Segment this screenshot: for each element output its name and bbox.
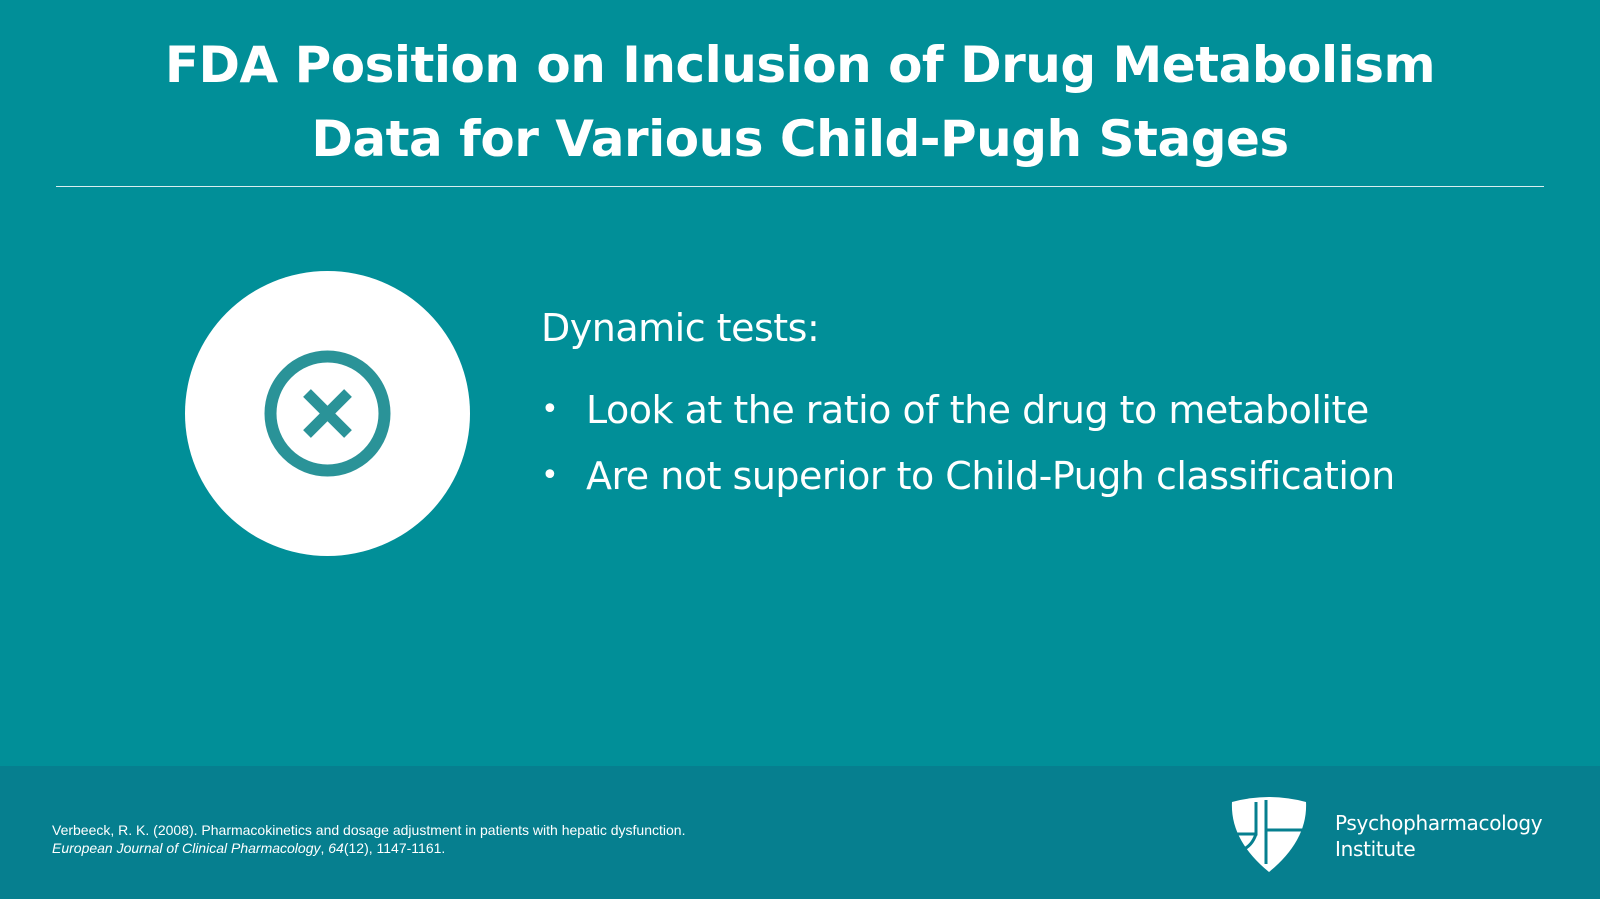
slide-title: FDA Position on Inclusion of Drug Metabo… [0, 28, 1600, 176]
bullet-text: Are not superior to Child-Pugh classific… [586, 454, 1395, 498]
citation-journal: European Journal of Clinical Pharmacolog… [52, 840, 321, 856]
shield-icon [1231, 797, 1307, 872]
citation-pages: (12), 1147-1161. [343, 840, 446, 856]
content-block: Dynamic tests: • Look at the ratio of th… [541, 300, 1541, 514]
content-heading: Dynamic tests: [541, 306, 820, 350]
bullet-item: • Are not superior to Child-Pugh classif… [541, 448, 1541, 504]
citation-line-1: Verbeeck, R. K. (2008). Pharmacokinetics… [52, 822, 686, 838]
bullet-item: • Look at the ratio of the drug to metab… [541, 382, 1541, 438]
title-line-1: FDA Position on Inclusion of Drug Metabo… [164, 36, 1436, 94]
title-divider [56, 186, 1544, 187]
citation: Verbeeck, R. K. (2008). Pharmacokinetics… [52, 821, 685, 857]
bullet-list: • Look at the ratio of the drug to metab… [541, 382, 1541, 504]
icon-circle [185, 271, 470, 556]
brand-name: Psychopharmacology Institute [1335, 810, 1543, 862]
bullet-dot: • [541, 458, 559, 493]
bullet-text: Look at the ratio of the drug to metabol… [586, 388, 1369, 432]
bullet-dot: • [541, 392, 559, 427]
citation-volume: 64 [328, 840, 344, 856]
title-line-2: Data for Various Child-Pugh Stages [311, 110, 1289, 168]
citation-line-2: European Journal of Clinical Pharmacolog… [52, 839, 685, 857]
close-circle-icon [264, 350, 391, 477]
brand-line-2: Institute [1335, 837, 1416, 861]
citation-separator: , [320, 840, 329, 856]
brand-line-1: Psychopharmacology [1335, 811, 1543, 835]
footer-bar: Verbeeck, R. K. (2008). Pharmacokinetics… [0, 766, 1600, 899]
